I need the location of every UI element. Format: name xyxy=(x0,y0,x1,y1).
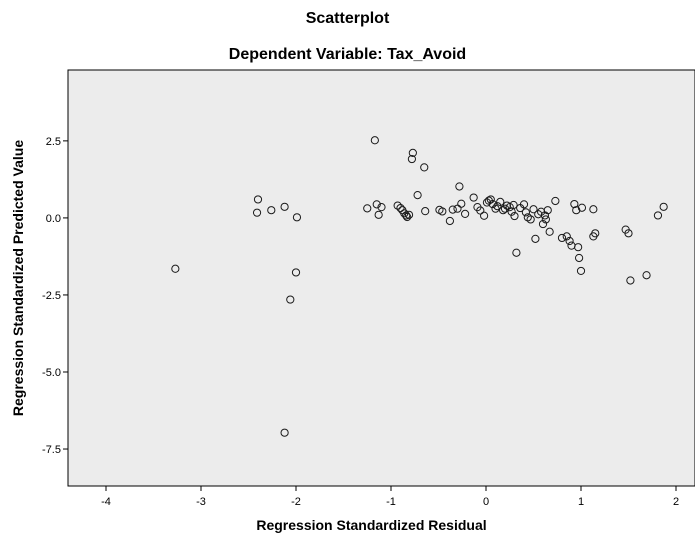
x-tick-label: 0 xyxy=(483,496,489,508)
data-point xyxy=(577,203,587,212)
data-point xyxy=(538,219,548,229)
data-point xyxy=(570,199,579,209)
data-point xyxy=(480,211,489,220)
data-point xyxy=(576,266,586,276)
x-axis-label: Regression Standardized Residual xyxy=(256,517,486,533)
x-tick-label: -3 xyxy=(196,496,206,508)
data-point xyxy=(545,227,554,236)
data-point xyxy=(292,213,302,222)
data-point xyxy=(421,207,430,216)
data-point xyxy=(448,205,457,214)
chart-title: Scatterplot xyxy=(305,10,390,27)
data-point xyxy=(541,215,550,224)
data-point xyxy=(626,276,635,285)
data-point xyxy=(488,199,497,209)
data-point xyxy=(402,211,411,220)
data-point xyxy=(253,195,263,204)
data-point xyxy=(486,195,495,204)
data-point xyxy=(565,236,574,246)
data-point xyxy=(496,197,505,206)
x-tick-label: 2 xyxy=(673,496,679,508)
y-tick-label: -5.0 xyxy=(42,367,61,379)
data-point xyxy=(653,211,663,220)
data-point xyxy=(413,191,422,200)
data-point xyxy=(370,136,379,145)
data-point xyxy=(476,206,485,215)
data-point xyxy=(493,202,502,211)
data-point xyxy=(445,216,454,226)
data-point xyxy=(171,264,180,273)
data-point xyxy=(562,232,571,241)
data-point xyxy=(453,204,462,213)
data-point xyxy=(551,196,560,206)
data-point xyxy=(531,234,540,243)
data-point xyxy=(526,215,535,224)
x-tick-label: 1 xyxy=(578,496,584,508)
data-point xyxy=(642,271,651,280)
y-tick-label: -2.5 xyxy=(42,290,61,302)
x-tick-label: -1 xyxy=(386,496,396,508)
data-point xyxy=(267,206,276,215)
data-point xyxy=(374,210,383,219)
data-point xyxy=(512,248,521,257)
data-point xyxy=(523,213,532,222)
data-point xyxy=(291,268,301,277)
data-point xyxy=(469,193,478,202)
chart-subtitle: Dependent Variable: Tax_Avoid xyxy=(228,46,467,63)
data-point xyxy=(404,210,414,219)
data-point xyxy=(438,207,447,216)
y-tick-label: 0.0 xyxy=(46,213,61,225)
data-point xyxy=(280,428,289,437)
data-point xyxy=(280,202,289,211)
y-axis-label: Regression Standardized Predicted Value xyxy=(10,140,26,416)
data-point xyxy=(509,200,518,210)
data-point xyxy=(491,204,500,213)
data-point xyxy=(408,148,417,157)
data-point xyxy=(393,201,402,210)
data-point xyxy=(521,208,531,217)
data-point xyxy=(659,202,668,211)
data-point xyxy=(372,200,381,209)
plot-area xyxy=(67,69,695,487)
data-point xyxy=(461,209,470,219)
data-point xyxy=(420,163,429,172)
data-point xyxy=(624,229,633,238)
data-point xyxy=(455,182,464,191)
data-point xyxy=(575,253,584,263)
data-point xyxy=(519,200,529,209)
data-point xyxy=(543,206,552,215)
x-tick-label: -2 xyxy=(291,496,301,508)
data-point xyxy=(572,206,581,215)
data-point xyxy=(589,232,598,241)
x-tick-label: -4 xyxy=(101,496,111,508)
y-tick-label: -7.5 xyxy=(42,444,61,456)
data-point xyxy=(403,212,412,222)
data-point xyxy=(589,205,598,214)
data-point xyxy=(377,203,386,212)
data-point xyxy=(407,154,416,164)
data-point xyxy=(557,233,567,243)
data-point xyxy=(510,211,519,221)
data-point xyxy=(574,243,583,252)
data-point xyxy=(396,203,405,213)
data-point xyxy=(529,205,538,214)
data-point xyxy=(252,208,262,217)
data-point xyxy=(363,204,372,213)
data-point xyxy=(286,295,295,304)
y-tick-label: 2.5 xyxy=(46,136,61,148)
